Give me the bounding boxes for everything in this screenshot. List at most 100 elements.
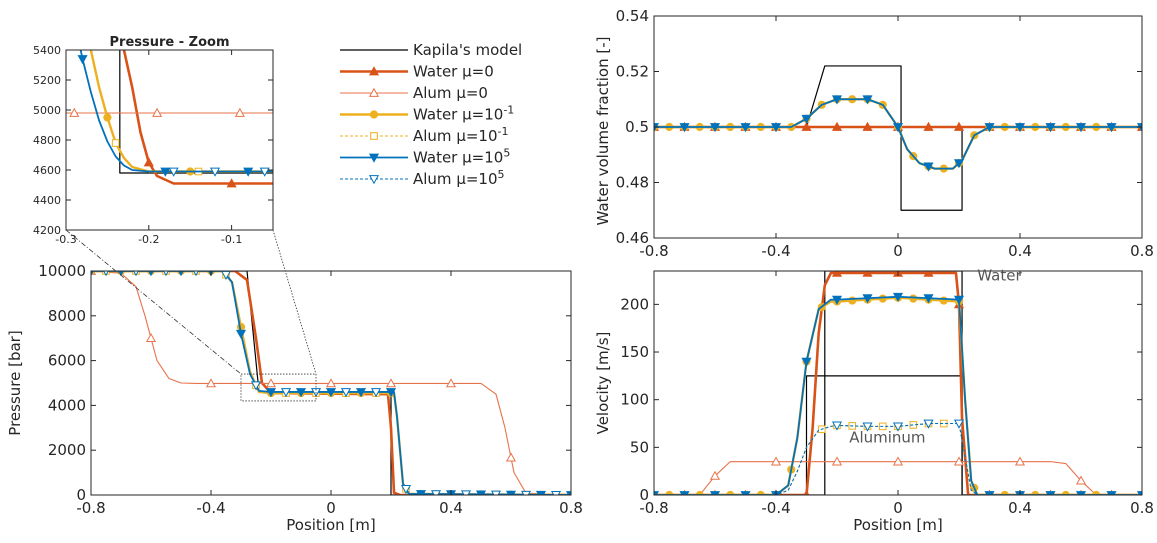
velocity-data-point [953, 419, 965, 429]
velocity-data-point [892, 456, 904, 466]
velocity-data-point [1136, 491, 1142, 495]
legend-marker-water_mu0 [368, 66, 380, 76]
zoom-series-line-alum_mu1e5 [80, 50, 273, 173]
legend-label-alum_mu0: Alum μ=0 [413, 84, 488, 102]
velocity-data-point [1075, 475, 1087, 485]
pressure-data-point [445, 378, 457, 388]
velocity-data-point [923, 271, 934, 277]
legend-label-superscript: -1 [503, 104, 514, 117]
velocity-series-line-kapila [654, 375, 1142, 495]
volume-data-point [923, 121, 934, 131]
zoom-title: Pressure - Zoom [110, 35, 230, 50]
velocity-xtick-label: 0 [893, 499, 903, 517]
legend-marker-water_mu1e5 [368, 153, 380, 163]
legend-label-text: Kapila's model [413, 41, 522, 59]
volume-xtick-label: 0.8 [1130, 242, 1154, 260]
zoom-series-line-water_mu0 [122, 50, 273, 185]
velocity-data-point [679, 491, 690, 495]
volume-data-point [984, 123, 995, 133]
volume-xtick-label: -0.4 [761, 242, 790, 260]
zoom-region-box [240, 373, 317, 402]
zoom-connector-lines [65, 229, 317, 402]
pressure-ytick-label: 8000 [48, 307, 86, 325]
velocity-data-point [831, 421, 843, 431]
volume-data-point [953, 159, 965, 169]
legend-label-water_mu01: Water μ=10-1 [413, 104, 514, 124]
legend-label-superscript: -1 [498, 125, 509, 138]
legend-label-water_mu1e5: Water μ=105 [413, 147, 510, 167]
volume-data-point [740, 123, 751, 133]
zoom-plot-area [66, 50, 273, 230]
velocity-data-point [953, 456, 965, 466]
zoom-ytick-label: 4600 [33, 164, 61, 177]
velocity-x-axis-label: Position [m] [853, 516, 943, 534]
pressure-xtick-label: 0.8 [559, 499, 583, 517]
velocity-data-point [1075, 491, 1087, 495]
zoom-connector-left [65, 229, 242, 375]
pressure-data-point [250, 381, 262, 391]
velocity-data-point [709, 470, 721, 480]
pressure-ytick-label: 10000 [38, 262, 86, 280]
zoom-data-point [209, 167, 221, 177]
volume-ytick-label: 0.46 [616, 229, 649, 247]
legend-label-text: Water μ=10 [413, 106, 503, 124]
pressure-series-group [91, 271, 571, 495]
zoom-connector-right [272, 229, 317, 375]
pressure-zoom-plot: -0.3 -0.2 -0.1 4200 4400 4600 4800 5000 5200 5400… [33, 35, 274, 246]
pressure-series-line-alum_mu1e5 [91, 271, 571, 495]
pressure-data-point [535, 490, 547, 495]
velocity-data-point [878, 294, 887, 303]
volume-ytick-label: 0.48 [616, 174, 649, 192]
velocity-data-point [923, 294, 934, 304]
zoom-ytick-label: 4400 [33, 194, 61, 207]
velocity-series-line-water_mu0 [654, 271, 1142, 495]
volume-data-point [923, 162, 934, 172]
zoom-ytick-label: 4800 [33, 134, 61, 147]
velocity-data-point [831, 271, 843, 277]
volume-ytick-label: 0.54 [616, 7, 649, 25]
volume-data-point [1045, 123, 1056, 133]
velocity-data-point [831, 295, 843, 305]
pressure-series-line-alum_mu01 [91, 271, 571, 495]
pressure-series-line-alum_mu0 [91, 271, 571, 495]
pressure-data-point [340, 388, 352, 398]
velocity-data-point [909, 294, 918, 303]
pressure-data-point [370, 388, 382, 398]
volume-data-point [862, 95, 873, 105]
velocity-data-point [770, 456, 782, 466]
volume-series-group [654, 65, 1142, 211]
volume-fraction-plot: -0.8 -0.4 0 0.4 0.8 0.46 0.48 0.5 0.52 0.54Water … [594, 7, 1154, 260]
legend-label-text: Alum μ=10 [413, 127, 498, 145]
velocity-series-line-alum_mu1e5 [654, 422, 1142, 495]
legend-label-text: Water μ=0 [413, 63, 494, 81]
zoom-data-point [226, 178, 237, 188]
zoom-series-group [66, 50, 273, 188]
legend-label-text: Alum μ=0 [413, 84, 488, 102]
velocity-ytick-label: 50 [630, 438, 649, 456]
legend-label-text: Alum μ=10 [413, 170, 498, 188]
pressure-data-point [550, 491, 562, 495]
volume-data-point [709, 123, 721, 133]
pressure-y-axis-label: Pressure [bar] [6, 330, 24, 435]
pressure-x-axis-label: Position [m] [286, 516, 376, 534]
volume-data-point [801, 121, 812, 131]
volume-data-point [862, 121, 873, 131]
velocity-annotation: Water [977, 267, 1022, 285]
velocity-series-line-water_mu1e5 [654, 295, 1142, 495]
pressure-xtick-label: -0.8 [76, 499, 105, 517]
volume-data-point [679, 123, 690, 133]
volume-data-point [801, 114, 812, 124]
velocity-series-line-alum_mu0 [654, 461, 1142, 495]
volume-ytick-label: 0.52 [616, 63, 649, 81]
legend-label-kapila: Kapila's model [413, 41, 522, 59]
zoom-ytick-label: 5400 [33, 44, 61, 57]
pressure-data-point [385, 378, 397, 388]
volume-xtick-label: 0 [893, 242, 903, 260]
velocity-data-point [953, 295, 965, 305]
velocity-data-point [892, 292, 904, 302]
velocity-ytick-label: 150 [620, 343, 649, 361]
velocity-data-point [740, 491, 751, 495]
velocity-data-point [1106, 491, 1117, 495]
zoom-data-point [69, 107, 80, 117]
zoom-data-point [143, 157, 154, 167]
